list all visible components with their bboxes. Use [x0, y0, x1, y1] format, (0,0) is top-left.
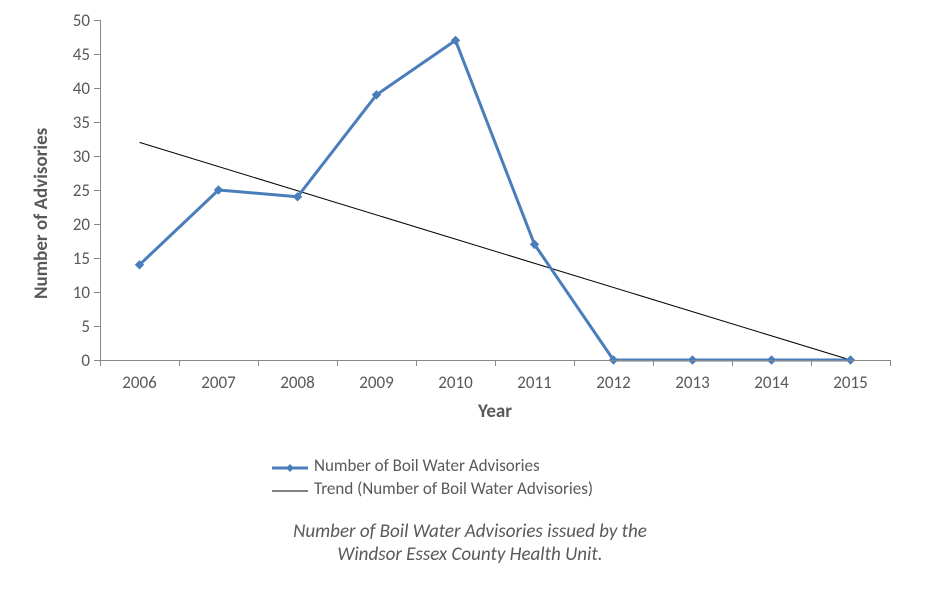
x-tick [890, 360, 891, 366]
legend-label-trend: Trend (Number of Boil Water Advisories) [314, 478, 593, 499]
x-tick [495, 360, 496, 366]
x-tick-label: 2014 [742, 372, 802, 393]
y-tick [94, 156, 100, 157]
y-tick-label: 35 [73, 112, 90, 133]
x-tick [100, 360, 101, 366]
legend-label-series: Number of Boil Water Advisories [314, 455, 540, 476]
x-tick [732, 360, 733, 366]
legend-swatch-series [272, 459, 308, 473]
y-tick [94, 54, 100, 55]
y-tick [94, 20, 100, 21]
legend-swatch-trend [272, 482, 308, 496]
x-tick-label: 2012 [584, 372, 644, 393]
x-tick [337, 360, 338, 366]
y-axis-line [100, 20, 101, 360]
x-tick [574, 360, 575, 366]
trend-line [140, 142, 851, 360]
y-tick [94, 258, 100, 259]
y-tick-label: 30 [73, 146, 90, 167]
y-tick-label: 0 [81, 350, 90, 371]
x-tick-label: 2013 [663, 372, 723, 393]
y-tick [94, 292, 100, 293]
y-tick-label: 40 [73, 78, 90, 99]
x-tick-label: 2007 [189, 372, 249, 393]
x-tick [179, 360, 180, 366]
x-tick [416, 360, 417, 366]
y-tick [94, 326, 100, 327]
y-tick-label: 45 [73, 44, 90, 65]
x-axis-title: Year [100, 400, 890, 423]
y-axis-title: Number of Advisories [30, 128, 53, 299]
y-tick-label: 10 [73, 282, 90, 303]
y-tick [94, 88, 100, 89]
legend-item-series: Number of Boil Water Advisories [272, 455, 593, 476]
x-tick [258, 360, 259, 366]
y-tick [94, 122, 100, 123]
x-tick-label: 2006 [110, 372, 170, 393]
caption-line-1: Number of Boil Water Advisories issued b… [220, 520, 720, 543]
chart-container: Number of Advisories Year Number of Boil… [0, 0, 936, 605]
x-tick [811, 360, 812, 366]
y-tick-label: 15 [73, 248, 90, 269]
y-tick-label: 25 [73, 180, 90, 201]
chart-caption: Number of Boil Water Advisories issued b… [220, 520, 720, 566]
y-tick [94, 224, 100, 225]
x-tick-label: 2010 [426, 372, 486, 393]
y-tick-label: 5 [81, 316, 90, 337]
y-tick-label: 50 [73, 10, 90, 31]
plot-area [100, 20, 890, 360]
legend: Number of Boil Water Advisories Trend (N… [272, 455, 593, 501]
x-tick-label: 2008 [268, 372, 328, 393]
x-tick-label: 2009 [347, 372, 407, 393]
legend-item-trend: Trend (Number of Boil Water Advisories) [272, 478, 593, 499]
y-tick [94, 190, 100, 191]
y-tick-label: 20 [73, 214, 90, 235]
caption-line-2: Windsor Essex County Health Unit. [220, 543, 720, 566]
series-line [140, 40, 851, 360]
plot-svg [100, 20, 890, 360]
x-tick [653, 360, 654, 366]
x-tick-label: 2011 [505, 372, 565, 393]
x-tick-label: 2015 [821, 372, 881, 393]
